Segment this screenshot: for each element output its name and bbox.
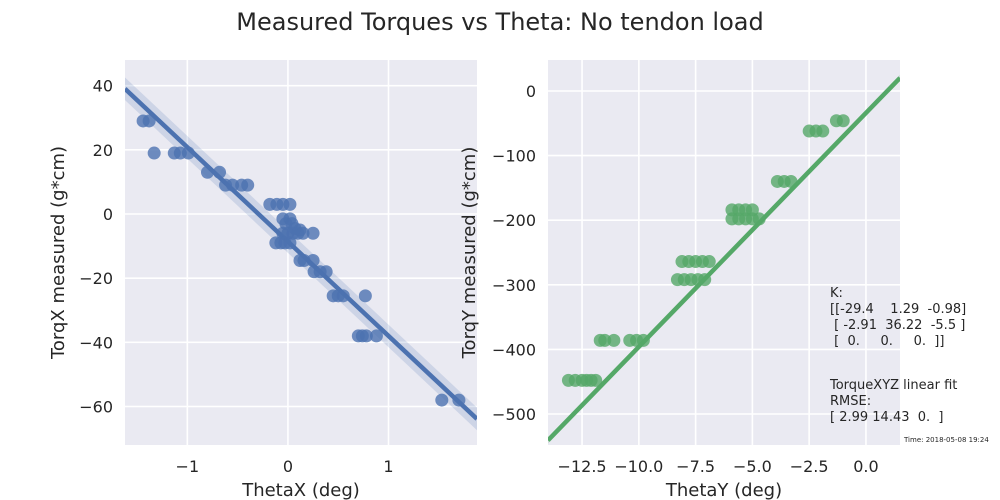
data-point (359, 329, 373, 343)
data-point (636, 333, 650, 347)
data-point (836, 114, 850, 128)
x-axis-label: ThetaY (deg) (665, 480, 782, 500)
regression-layer (125, 77, 477, 431)
annotation-line: [ -2.91 36.22 -5.5 ] (830, 318, 965, 333)
y-tick-label: −40 (79, 333, 113, 352)
y-axis-label: TorqY measured (g*cm) (459, 147, 480, 360)
data-point (142, 114, 156, 128)
data-point (752, 212, 766, 226)
x-tick-label: −5.0 (733, 457, 772, 476)
data-point (147, 146, 161, 160)
y-axis-label: TorqX measured (g*cm) (48, 146, 69, 360)
annotation-line: [[-29.4 1.29 -0.98] (830, 302, 966, 317)
data-point (698, 273, 712, 287)
x-tick-label: −12.5 (558, 457, 607, 476)
x-axis-label: ThetaX (deg) (241, 480, 360, 500)
data-point (816, 124, 830, 138)
data-point (702, 255, 716, 269)
annotation-line: TorqueXYZ linear fit (829, 378, 957, 393)
y-tick-label: −200 (492, 211, 536, 230)
data-point (181, 146, 195, 160)
data-point (452, 393, 466, 407)
x-tick-label: 0.0 (853, 457, 878, 476)
y-tick-label: 20 (93, 141, 113, 160)
y-tick-label: 40 (93, 77, 113, 96)
data-point (598, 333, 612, 347)
y-tick-label: −20 (79, 269, 113, 288)
timestamp: Time: 2018-05-08 19:24 (903, 436, 989, 444)
data-point (607, 333, 621, 347)
y-tick-label: −400 (492, 340, 536, 359)
y-tick-label: −500 (492, 405, 536, 424)
data-point (358, 289, 372, 303)
data-point (226, 178, 240, 192)
data-point (283, 236, 297, 250)
data-point (784, 174, 798, 188)
regression-line (125, 87, 477, 421)
data-point (241, 178, 255, 192)
right-panel-thetay: −12.5 −10.0 −7.5 −5.0 −2.5 0.0 0 −100 −200 −300 −4… (459, 60, 900, 500)
annotation-line: RMSE: (830, 394, 871, 409)
figure-title: Measured Torques vs Theta: No tendon loa… (236, 8, 763, 36)
data-point (306, 226, 320, 240)
points-layer (136, 114, 466, 407)
annotation-line: [ 0. 0. 0. ]] (830, 334, 944, 349)
data-point (306, 254, 320, 268)
annotation-line: [ 2.99 14.43 0. ] (830, 410, 944, 425)
x-tick-label: −7.5 (676, 457, 715, 476)
data-point (336, 289, 350, 303)
points-layer (561, 114, 850, 387)
y-tick-label: −300 (492, 276, 536, 295)
data-point (435, 393, 449, 407)
data-point (296, 226, 310, 240)
data-point (589, 373, 603, 387)
data-point (319, 265, 333, 279)
data-point (283, 197, 297, 211)
x-tick-label: −1 (176, 457, 200, 476)
data-point (213, 165, 227, 179)
y-tick-label: 0 (103, 205, 113, 224)
data-point (297, 254, 311, 268)
left-panel-thetax: −1 0 1 40 20 0 −20 −40 −60 ThetaX (deg) TorqX meas… (48, 60, 477, 500)
y-tick-label: −60 (79, 398, 113, 417)
x-tick-label: −10.0 (614, 457, 663, 476)
y-tick-label: 0 (526, 82, 536, 101)
regression-layer (548, 74, 900, 444)
x-tick-label: −2.5 (790, 457, 829, 476)
x-tick-label: 1 (383, 457, 393, 476)
x-tick-label: 0 (283, 457, 293, 476)
regression-line (548, 76, 900, 442)
data-point (369, 329, 383, 343)
y-tick-label: −100 (492, 147, 536, 166)
annotation-line: K: (830, 286, 843, 301)
data-point (200, 165, 214, 179)
data-point (745, 203, 759, 217)
